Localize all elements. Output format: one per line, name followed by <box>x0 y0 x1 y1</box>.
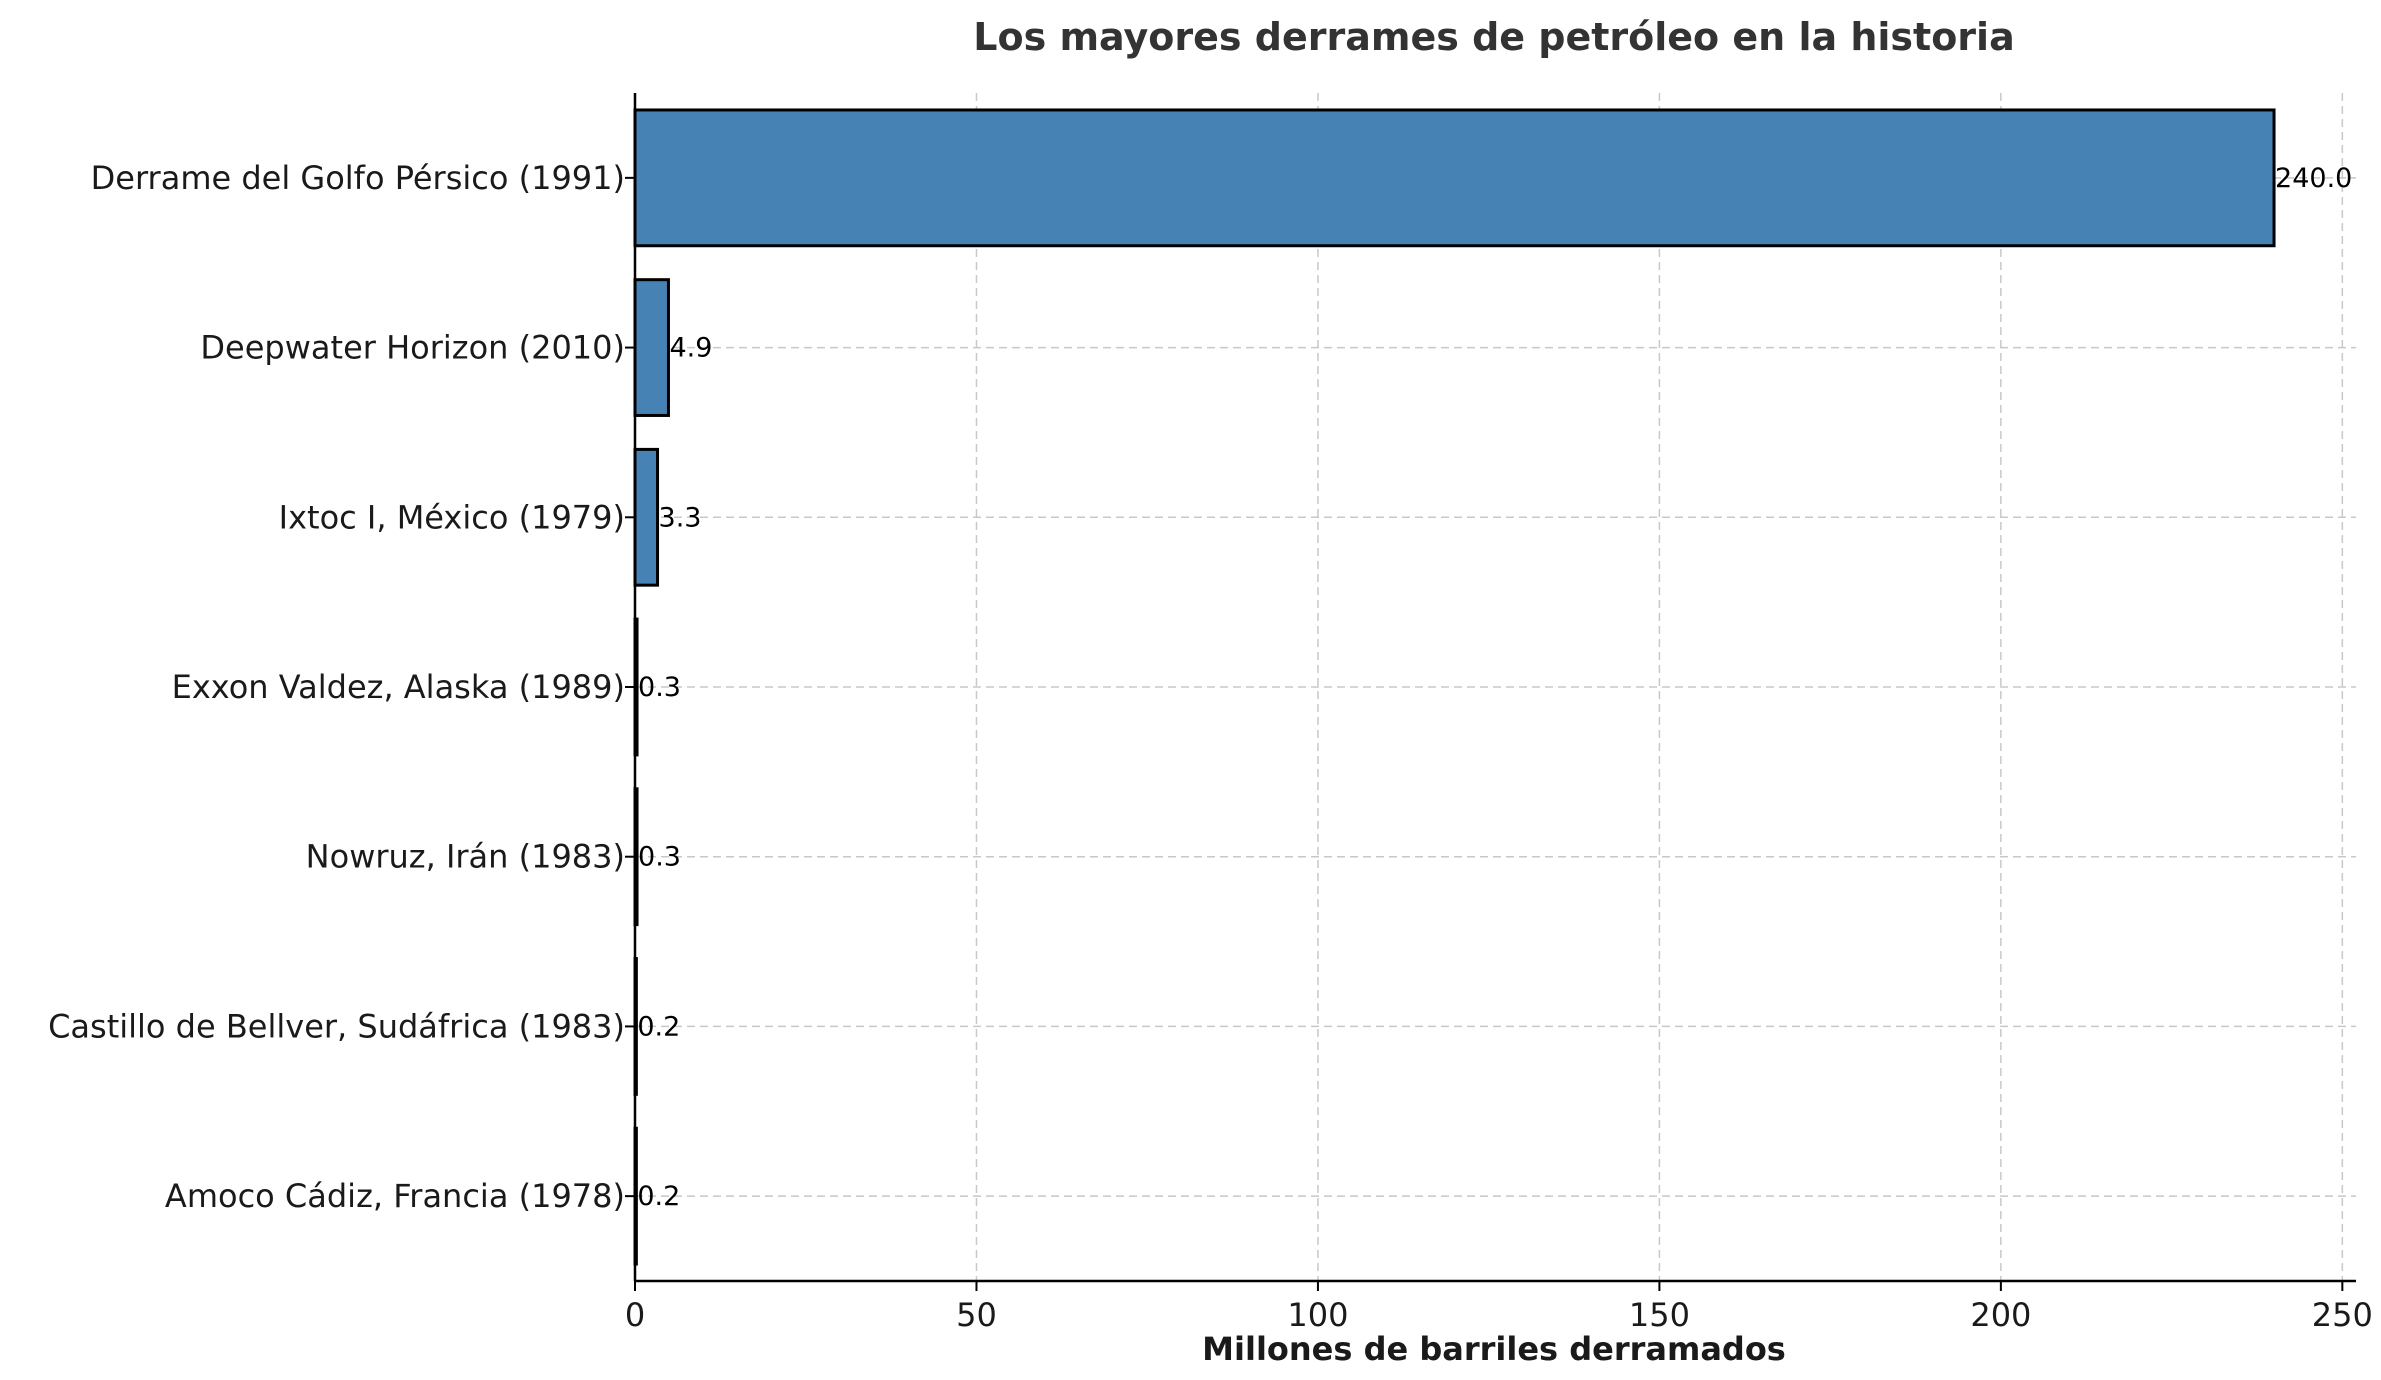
x-tick-label: 200 <box>1970 1296 2031 1334</box>
data-label: 240.0 <box>2275 163 2352 194</box>
category-label: Castillo de Bellver, Sudáfrica (1983) <box>48 1007 625 1045</box>
x-tick-label: 250 <box>2312 1296 2373 1334</box>
x-axis-label: Millones de barriles derramados <box>1202 1330 1786 1368</box>
x-tick-label: 100 <box>1287 1296 1348 1334</box>
category-label: Amoco Cádiz, Francia (1978) <box>165 1177 625 1215</box>
data-label: 4.9 <box>669 333 712 364</box>
grid-lines <box>634 93 2356 1281</box>
category-label: Nowruz, Irán (1983) <box>306 838 625 876</box>
x-tick-label: 50 <box>956 1296 997 1334</box>
data-labels: 240.0 4.9 3.3 0.3 0.3 0.2 0.2 <box>637 163 2352 1212</box>
data-label: 0.2 <box>637 1011 680 1042</box>
bar <box>633 108 2276 248</box>
data-label: 0.3 <box>638 672 681 703</box>
bar <box>633 447 660 587</box>
data-label: 0.2 <box>637 1181 680 1212</box>
category-label: Derrame del Golfo Pérsico (1991) <box>91 159 625 197</box>
x-axis-ticks: 0 50 100 150 200 250 <box>625 176 2373 1334</box>
category-label: Exxon Valdez, Alaska (1989) <box>172 668 625 706</box>
bar <box>633 278 670 417</box>
data-label: 0.3 <box>638 842 681 873</box>
category-label: Deepwater Horizon (2010) <box>200 329 625 367</box>
x-tick-label: 150 <box>1629 1296 1690 1334</box>
x-tick-label: 0 <box>625 1296 645 1334</box>
chart-title: Los mayores derrames de petróleo en la h… <box>973 15 2014 59</box>
category-label: Ixtoc I, México (1979) <box>279 498 625 536</box>
category-labels: Derrame del Golfo Pérsico (1991) Deepwate… <box>48 159 625 1215</box>
data-label: 3.3 <box>659 502 702 533</box>
